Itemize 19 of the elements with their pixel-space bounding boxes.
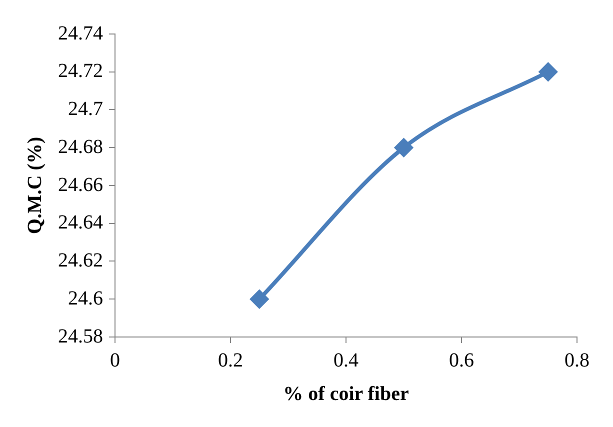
x-tick-label: 0.2 xyxy=(218,349,243,372)
point xyxy=(539,62,558,81)
y-tick-label: 24.58 xyxy=(58,325,103,348)
y-tick-label: 24.74 xyxy=(58,22,103,44)
y-tick-label: 24.64 xyxy=(58,212,103,234)
point xyxy=(394,138,413,157)
y-tick-label: 24.6 xyxy=(68,287,103,310)
y-tick-label: 24.7 xyxy=(68,98,103,120)
x-tick-label: 0.8 xyxy=(564,349,590,372)
x-tick-label: 0.4 xyxy=(334,349,358,372)
y-tick-label: 24.68 xyxy=(58,136,103,158)
point xyxy=(250,290,268,308)
x-tick-label: 0 xyxy=(110,349,120,372)
y-axis-title: Q.M.C (%) xyxy=(24,136,46,234)
y-tick-label: 24.62 xyxy=(58,250,103,272)
y-tick-label: 24.72 xyxy=(58,60,103,82)
x-tick-label: 0.6 xyxy=(449,349,474,372)
y-tick-label: 24.66 xyxy=(58,174,103,196)
x-axis-title: % of coir fiber xyxy=(283,383,409,406)
